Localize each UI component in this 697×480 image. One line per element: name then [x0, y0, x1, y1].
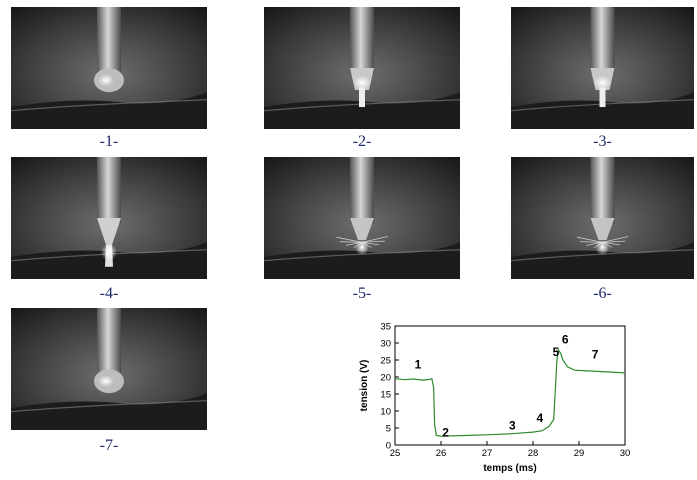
y-tick-label: 15 [380, 390, 391, 401]
frame-1 [11, 7, 207, 129]
caption-1: -1- [99, 133, 119, 150]
phase-marker: 6 [562, 333, 569, 347]
x-tick-label: 29 [574, 448, 585, 459]
weld-photo [11, 7, 207, 129]
caption-4: -4- [99, 285, 119, 302]
y-tick-label: 25 [380, 356, 391, 367]
x-tick-label: 30 [620, 448, 631, 459]
weld-photo [264, 7, 460, 129]
y-tick-label: 20 [380, 373, 391, 384]
frame-5 [264, 157, 460, 279]
frame-7 [11, 308, 207, 430]
frame-6 [511, 157, 694, 279]
weld-photo [11, 308, 207, 430]
caption-7: -7- [99, 437, 119, 454]
phase-marker: 7 [592, 347, 599, 361]
x-tick-label: 27 [482, 448, 493, 459]
frame-2 [264, 7, 460, 129]
caption-6: -6- [593, 285, 612, 302]
y-tick-label: 5 [386, 424, 391, 435]
frame-4 [11, 157, 207, 279]
phase-marker: 2 [442, 426, 449, 440]
y-axis-label: tension (V) [359, 360, 370, 412]
weld-photo [511, 157, 694, 279]
phase-marker: 1 [415, 358, 422, 372]
phase-marker: 3 [509, 419, 516, 433]
weld-photo [264, 157, 460, 279]
y-tick-label: 35 [380, 322, 391, 333]
caption-2: -2- [352, 133, 372, 150]
y-tick-label: 30 [380, 339, 391, 350]
phase-marker: 4 [537, 411, 544, 425]
caption-5: -5- [352, 285, 372, 302]
y-tick-label: 0 [386, 441, 391, 452]
caption-3: -3- [593, 133, 612, 150]
voltage-line [394, 348, 626, 437]
y-tick-label: 10 [380, 407, 391, 418]
x-tick-label: 25 [390, 448, 401, 459]
weld-photo [11, 157, 207, 279]
x-axis-label: temps (ms) [483, 463, 536, 474]
x-tick-label: 26 [436, 448, 447, 459]
weld-photo [511, 7, 694, 129]
frame-3 [511, 7, 694, 129]
x-tick-label: 28 [528, 448, 539, 459]
phase-marker: 5 [553, 345, 560, 359]
